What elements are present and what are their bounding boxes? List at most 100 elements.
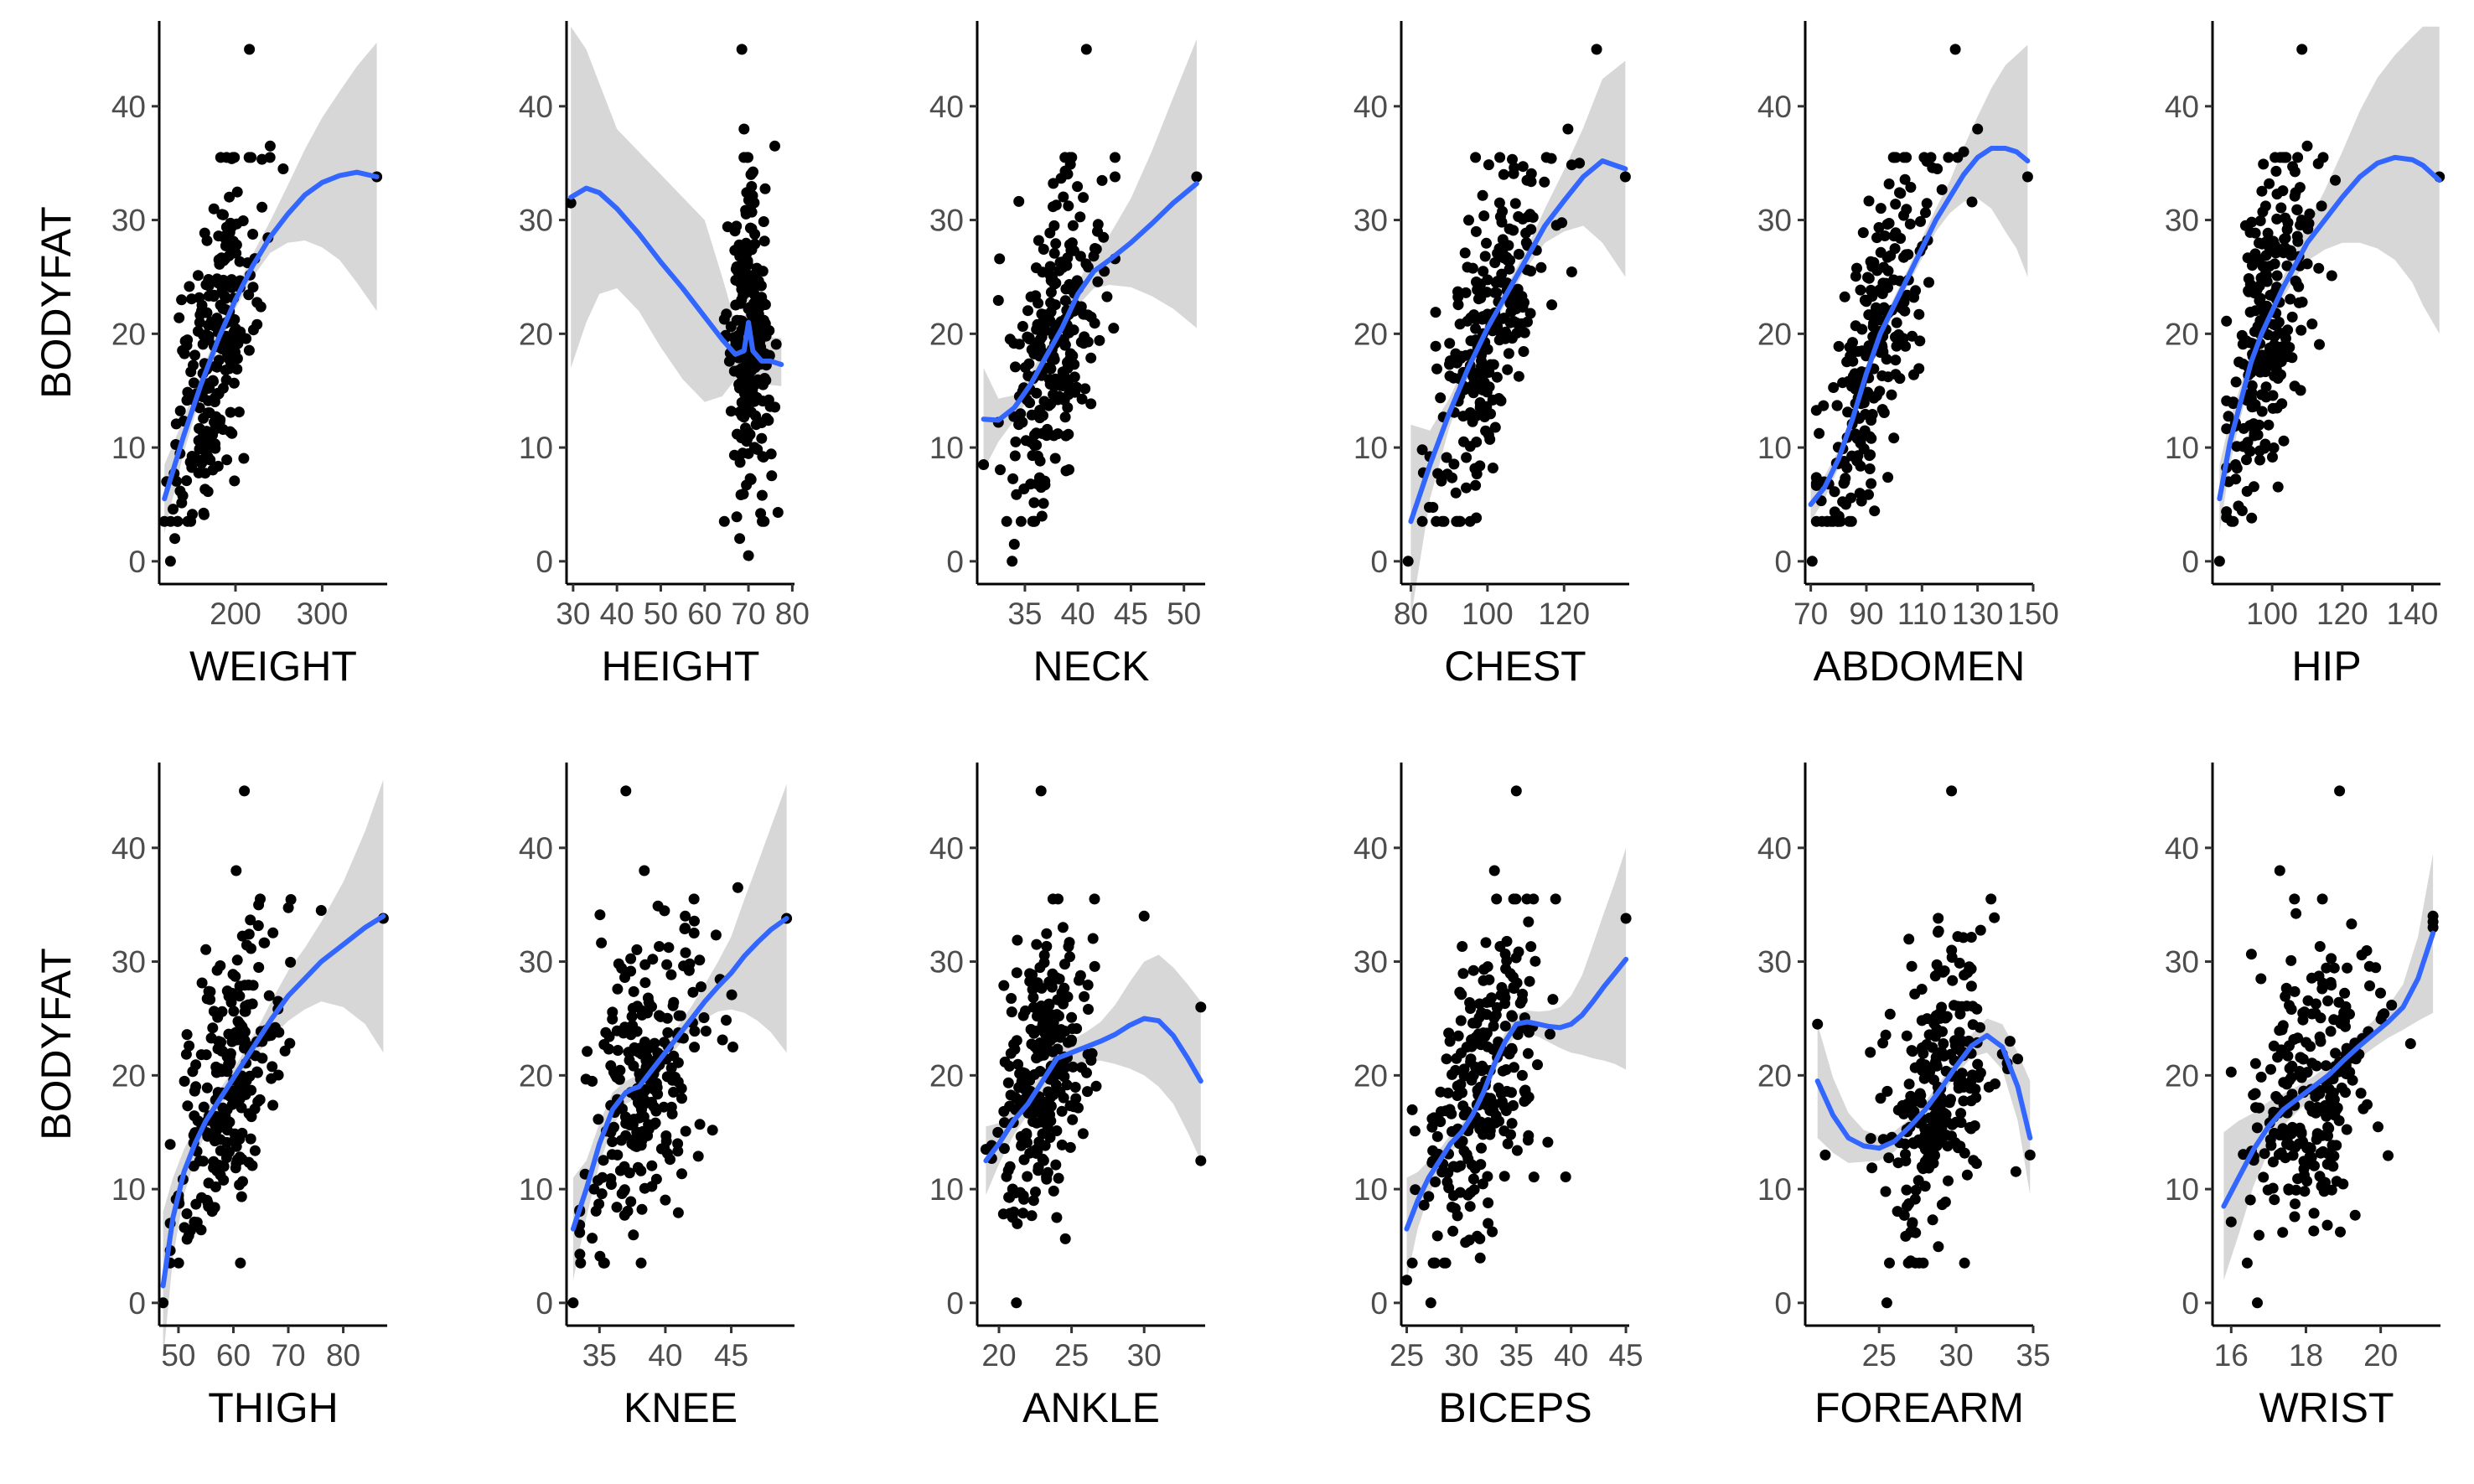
data-point (1866, 478, 1877, 489)
data-point (210, 442, 221, 454)
data-point (185, 515, 197, 527)
data-point (1482, 1171, 1493, 1182)
data-point (683, 964, 695, 976)
y-tick-label: 0 (946, 1286, 964, 1321)
data-point (1060, 283, 1072, 295)
data-point (2285, 245, 2296, 256)
data-point (660, 1194, 671, 1206)
data-point (1053, 1172, 1064, 1184)
data-point (650, 1105, 662, 1117)
data-point (233, 406, 245, 418)
data-point (2259, 1148, 2270, 1160)
data-point (2249, 1057, 2261, 1069)
data-point (205, 1032, 217, 1044)
data-point (1444, 338, 1456, 349)
data-point (236, 1127, 248, 1139)
data-point (587, 1075, 598, 1087)
data-point (2259, 200, 2271, 212)
data-point (1016, 1140, 1027, 1151)
data-point (225, 996, 237, 1008)
data-point (1905, 182, 1917, 193)
data-point (2268, 442, 2280, 453)
data-point (676, 1093, 687, 1104)
data-point (600, 1026, 612, 1038)
data-point (1057, 922, 1069, 933)
confidence-band (164, 42, 377, 533)
data-point (1532, 1059, 1543, 1071)
y-tick-label: 10 (111, 1172, 146, 1207)
data-point (1862, 271, 1873, 283)
data-point (243, 1108, 255, 1119)
data-point (2340, 1021, 2351, 1032)
data-point (1101, 291, 1113, 302)
data-point (168, 504, 179, 515)
data-point (1441, 452, 1452, 463)
data-point (641, 1007, 653, 1019)
data-point (1038, 1155, 1049, 1166)
data-point (2263, 419, 2275, 431)
data-point (179, 1222, 190, 1233)
data-point (1035, 482, 1047, 494)
data-point (235, 1191, 247, 1202)
data-point (2267, 402, 2279, 414)
data-point (2296, 44, 2308, 55)
data-point (1965, 932, 1977, 943)
data-point (1943, 152, 1954, 163)
data-point (1459, 247, 1471, 259)
data-point (1015, 515, 1027, 527)
panel-chest: 0 10 20 30 40 80 100 120 CHEST (1353, 21, 1631, 690)
data-point (1877, 346, 1889, 358)
data-point (1893, 328, 1904, 340)
data-point (1845, 515, 1857, 527)
y-tick-label: 40 (929, 831, 964, 866)
data-point (1918, 1257, 1929, 1269)
y-tick-label: 0 (536, 545, 553, 579)
x-tick-label: 35 (1499, 1338, 1534, 1373)
data-point (1525, 941, 1537, 953)
x-tick-label: 80 (326, 1338, 360, 1373)
smooth-fit-line (983, 1016, 1203, 1164)
data-point (734, 251, 746, 262)
data-point (2256, 389, 2268, 401)
data-point (726, 989, 738, 1001)
data-point (1550, 220, 1562, 231)
x-tick-label: 45 (1608, 1338, 1643, 1373)
data-point (1478, 266, 1489, 277)
data-point (642, 992, 654, 1004)
data-point (998, 980, 1010, 991)
data-point (1048, 201, 1058, 213)
data-point (1056, 1139, 1068, 1150)
data-point (2291, 204, 2303, 215)
data-point (1031, 938, 1043, 950)
smooth-fit-line (1404, 956, 1629, 1232)
data-point (1452, 299, 1464, 311)
data-point (1057, 366, 1069, 378)
data-point (228, 1135, 240, 1147)
data-point (1888, 230, 1900, 242)
data-point (1030, 1026, 1042, 1037)
data-point (2427, 910, 2439, 922)
data-point (189, 1216, 200, 1228)
data-point (738, 123, 750, 135)
data-point (1049, 452, 1061, 464)
data-point (2355, 1088, 2367, 1099)
data-point (2375, 987, 2386, 999)
data-point (158, 515, 170, 527)
data-point (1031, 427, 1042, 439)
data-point (1463, 1234, 1475, 1246)
data-point (1919, 1130, 1931, 1141)
data-point (2231, 441, 2243, 452)
data-point (1038, 396, 1050, 407)
data-point (1465, 1056, 1477, 1068)
x-tick-label: 30 (1939, 1338, 1974, 1373)
data-point (220, 330, 232, 342)
data-point (748, 297, 760, 309)
data-point (203, 1201, 215, 1213)
data-point (2281, 1078, 2293, 1090)
data-point (1810, 405, 1822, 416)
smooth-fit-line (2221, 930, 2436, 1209)
data-point (737, 447, 748, 459)
data-point (1195, 1155, 1207, 1166)
data-point (215, 1063, 226, 1075)
data-point (748, 380, 759, 391)
